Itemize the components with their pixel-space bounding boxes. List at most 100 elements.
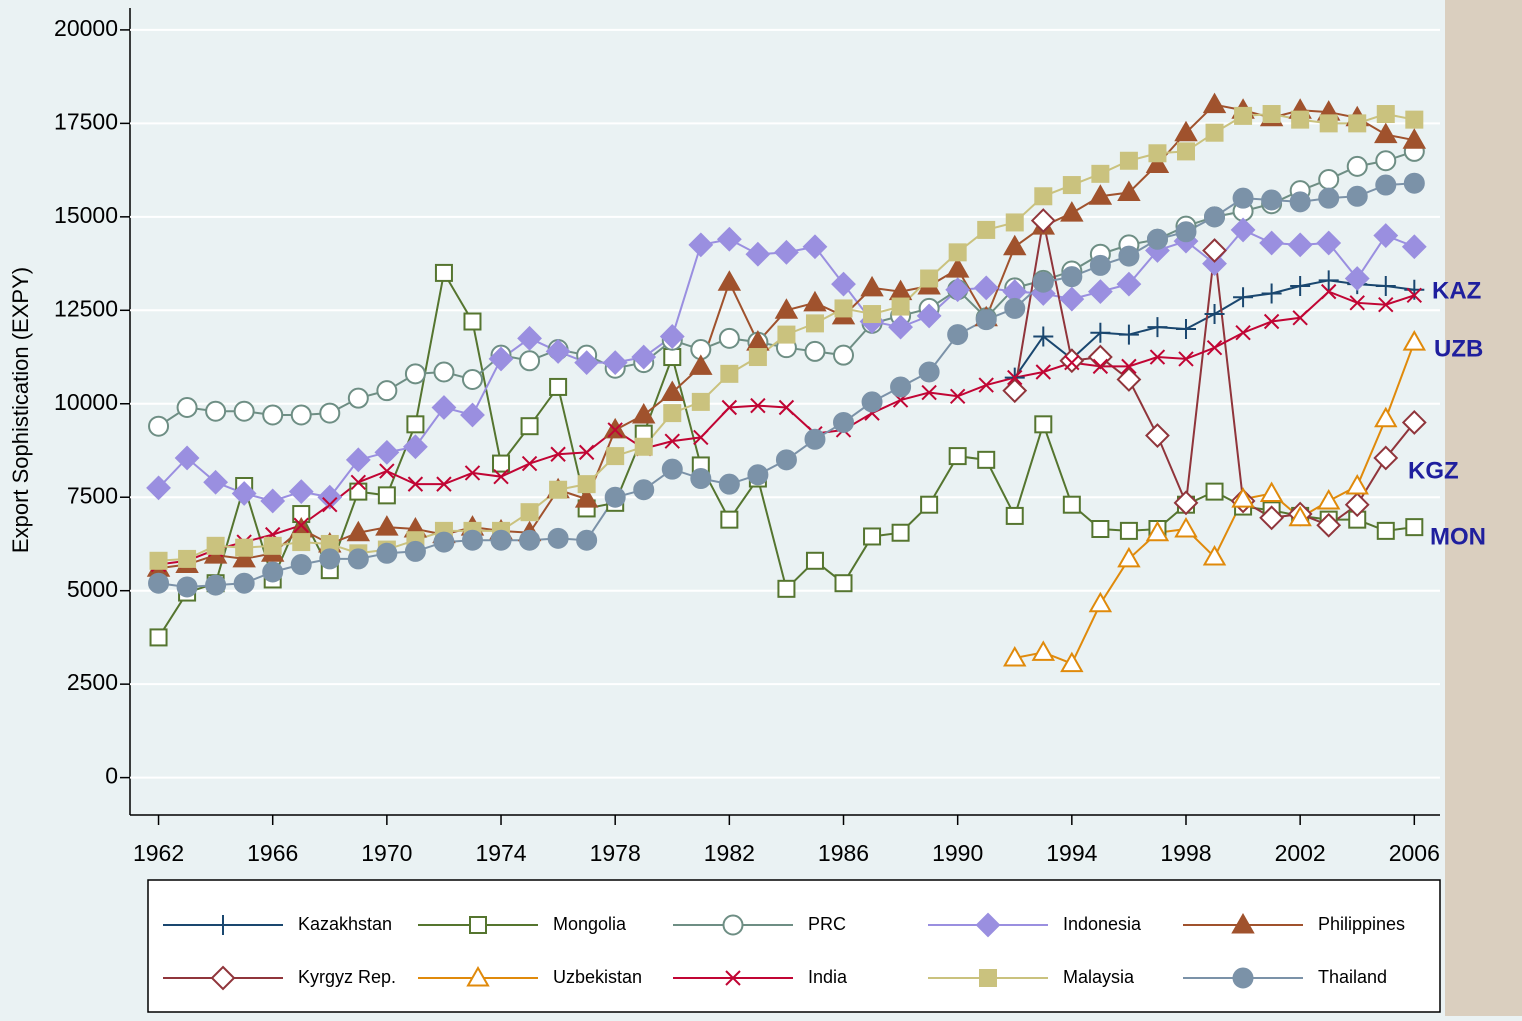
marker <box>404 363 426 385</box>
y-tick-label: 10000 <box>54 389 118 415</box>
marker <box>1259 505 1285 531</box>
marker <box>948 447 967 466</box>
marker <box>347 548 369 570</box>
marker <box>945 257 970 278</box>
marker <box>1178 351 1194 367</box>
marker <box>890 376 912 398</box>
marker <box>577 475 596 494</box>
marker <box>379 463 395 479</box>
marker <box>402 434 428 460</box>
x-tick-label: 1962 <box>133 840 184 866</box>
marker <box>720 364 739 383</box>
marker <box>466 965 490 987</box>
marker <box>174 445 200 471</box>
marker <box>1175 318 1196 339</box>
marker <box>1206 339 1223 356</box>
marker <box>1117 546 1141 568</box>
marker <box>604 486 626 508</box>
marker <box>521 455 538 472</box>
marker <box>1173 490 1199 516</box>
marker <box>1233 287 1254 308</box>
marker <box>920 495 939 514</box>
marker <box>1202 545 1227 566</box>
marker <box>290 404 312 426</box>
marker <box>725 970 741 986</box>
marker <box>434 263 453 282</box>
marker <box>148 572 170 594</box>
marker <box>213 915 233 935</box>
marker <box>288 479 314 505</box>
marker <box>574 350 600 376</box>
marker <box>718 327 740 349</box>
marker <box>1032 271 1054 293</box>
marker <box>863 305 882 324</box>
marker <box>1062 176 1081 195</box>
marker <box>716 226 742 252</box>
marker <box>1318 168 1340 190</box>
marker <box>834 299 853 318</box>
marker <box>262 561 284 583</box>
marker <box>660 380 684 402</box>
marker <box>1059 286 1085 312</box>
marker <box>1030 208 1056 233</box>
marker <box>231 481 257 506</box>
marker <box>1121 358 1137 375</box>
marker <box>319 402 341 424</box>
marker <box>1376 105 1395 124</box>
marker <box>979 969 997 987</box>
marker <box>464 465 481 481</box>
marker <box>350 474 367 490</box>
marker <box>1405 110 1424 129</box>
marker <box>1235 325 1251 341</box>
y-tick-label: 5000 <box>67 576 118 602</box>
annotation: MON <box>1430 523 1486 550</box>
marker <box>691 392 710 411</box>
marker <box>260 488 286 514</box>
marker <box>1405 518 1424 537</box>
annotation: KGZ <box>1408 457 1459 484</box>
marker <box>1261 283 1282 304</box>
marker <box>833 411 855 433</box>
marker <box>1118 245 1140 267</box>
y-tick-label: 17500 <box>54 108 118 134</box>
marker <box>747 464 769 486</box>
marker <box>1291 110 1310 129</box>
marker <box>490 529 512 551</box>
marker <box>1087 344 1113 370</box>
marker <box>1145 423 1170 448</box>
marker <box>1145 520 1170 542</box>
marker <box>347 387 369 409</box>
marker <box>607 422 623 438</box>
marker <box>469 916 487 934</box>
marker <box>1345 473 1369 495</box>
marker <box>948 243 967 262</box>
marker <box>1064 354 1080 371</box>
marker <box>1316 230 1342 256</box>
marker <box>891 297 910 316</box>
marker <box>1401 410 1427 435</box>
marker <box>1089 254 1111 276</box>
marker <box>322 496 338 513</box>
marker <box>1119 521 1138 540</box>
marker <box>602 350 628 376</box>
marker <box>1402 330 1427 351</box>
marker <box>520 417 539 436</box>
marker <box>688 232 714 258</box>
marker <box>804 340 826 362</box>
marker <box>1401 234 1427 260</box>
marker <box>978 377 994 393</box>
marker <box>1003 645 1027 667</box>
marker <box>632 402 656 424</box>
marker <box>634 437 653 456</box>
x-tick-label: 2002 <box>1275 840 1326 866</box>
marker <box>1061 266 1083 288</box>
marker <box>1375 275 1396 296</box>
marker <box>206 536 225 555</box>
marker <box>1287 232 1313 258</box>
marker <box>578 444 595 461</box>
marker <box>461 368 483 390</box>
marker <box>205 400 227 422</box>
marker <box>1060 651 1084 673</box>
marker <box>1090 322 1111 343</box>
marker <box>718 473 740 495</box>
